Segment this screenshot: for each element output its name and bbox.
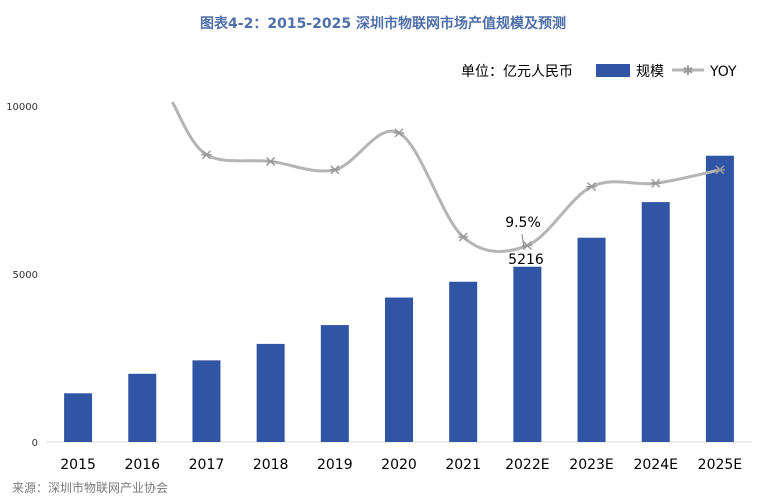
bar	[128, 373, 157, 442]
x-tick-label: 2018	[253, 457, 289, 473]
yoy-annotation-pointer	[521, 233, 525, 249]
legend: 单位：亿元人民币 规模 ✱ YOY	[461, 64, 737, 80]
yoy-point	[201, 150, 212, 160]
bar	[513, 266, 542, 442]
legend-line-marker: ✱	[683, 64, 694, 79]
y-tick-label: 5000	[13, 270, 38, 281]
x-tick-label: 2024E	[633, 457, 677, 473]
yoy-point	[650, 178, 661, 188]
chart-title: 图表4-2：2015-2025 深圳市物联网市场产值规模及预测	[200, 15, 566, 32]
bar	[192, 360, 221, 442]
bar	[705, 155, 734, 442]
x-tick-label: 2021	[445, 457, 481, 473]
bar-value-label: 5216	[508, 252, 544, 268]
unit-label: 单位：亿元人民币	[461, 64, 573, 80]
yoy-point	[458, 232, 469, 242]
x-tick-label: 2017	[189, 457, 225, 473]
y-tick-label: 0	[32, 438, 38, 449]
yoy-point	[586, 182, 597, 192]
bar	[256, 343, 285, 442]
yoy-point	[394, 128, 404, 138]
yoy-point	[329, 165, 340, 175]
legend-bar-swatch	[596, 64, 630, 77]
x-tick-label: 2022E	[505, 457, 549, 473]
bar-series	[64, 155, 734, 442]
yoy-point	[714, 165, 725, 175]
bar	[449, 281, 478, 442]
source-note: 来源：深圳市物联网产业协会	[12, 480, 168, 495]
yoy-line	[170, 101, 721, 254]
y-axis: 0 5000 10000	[6, 102, 38, 449]
x-tick-label: 2016	[124, 457, 160, 473]
yoy-annotation: 9.5%	[505, 215, 541, 231]
x-tick-label: 2015	[60, 457, 96, 473]
bar	[385, 297, 413, 442]
bar	[641, 202, 670, 442]
legend-line-label: YOY	[709, 64, 737, 80]
bar	[320, 325, 349, 442]
x-axis: 2015 2016 2017 2018 2019 2020 2021 2022E 2023E 20…	[60, 457, 742, 473]
legend-bar-label: 规模	[636, 64, 664, 80]
y-tick-label: 10000	[6, 102, 38, 113]
yoy-markers	[201, 128, 725, 250]
bar	[577, 237, 606, 442]
x-tick-label: 2023E	[569, 457, 613, 473]
x-tick-label: 2020	[381, 457, 417, 473]
x-tick-label: 2025E	[698, 457, 742, 473]
bar	[64, 393, 93, 442]
x-tick-label: 2019	[317, 457, 353, 473]
yoy-point	[265, 156, 276, 166]
